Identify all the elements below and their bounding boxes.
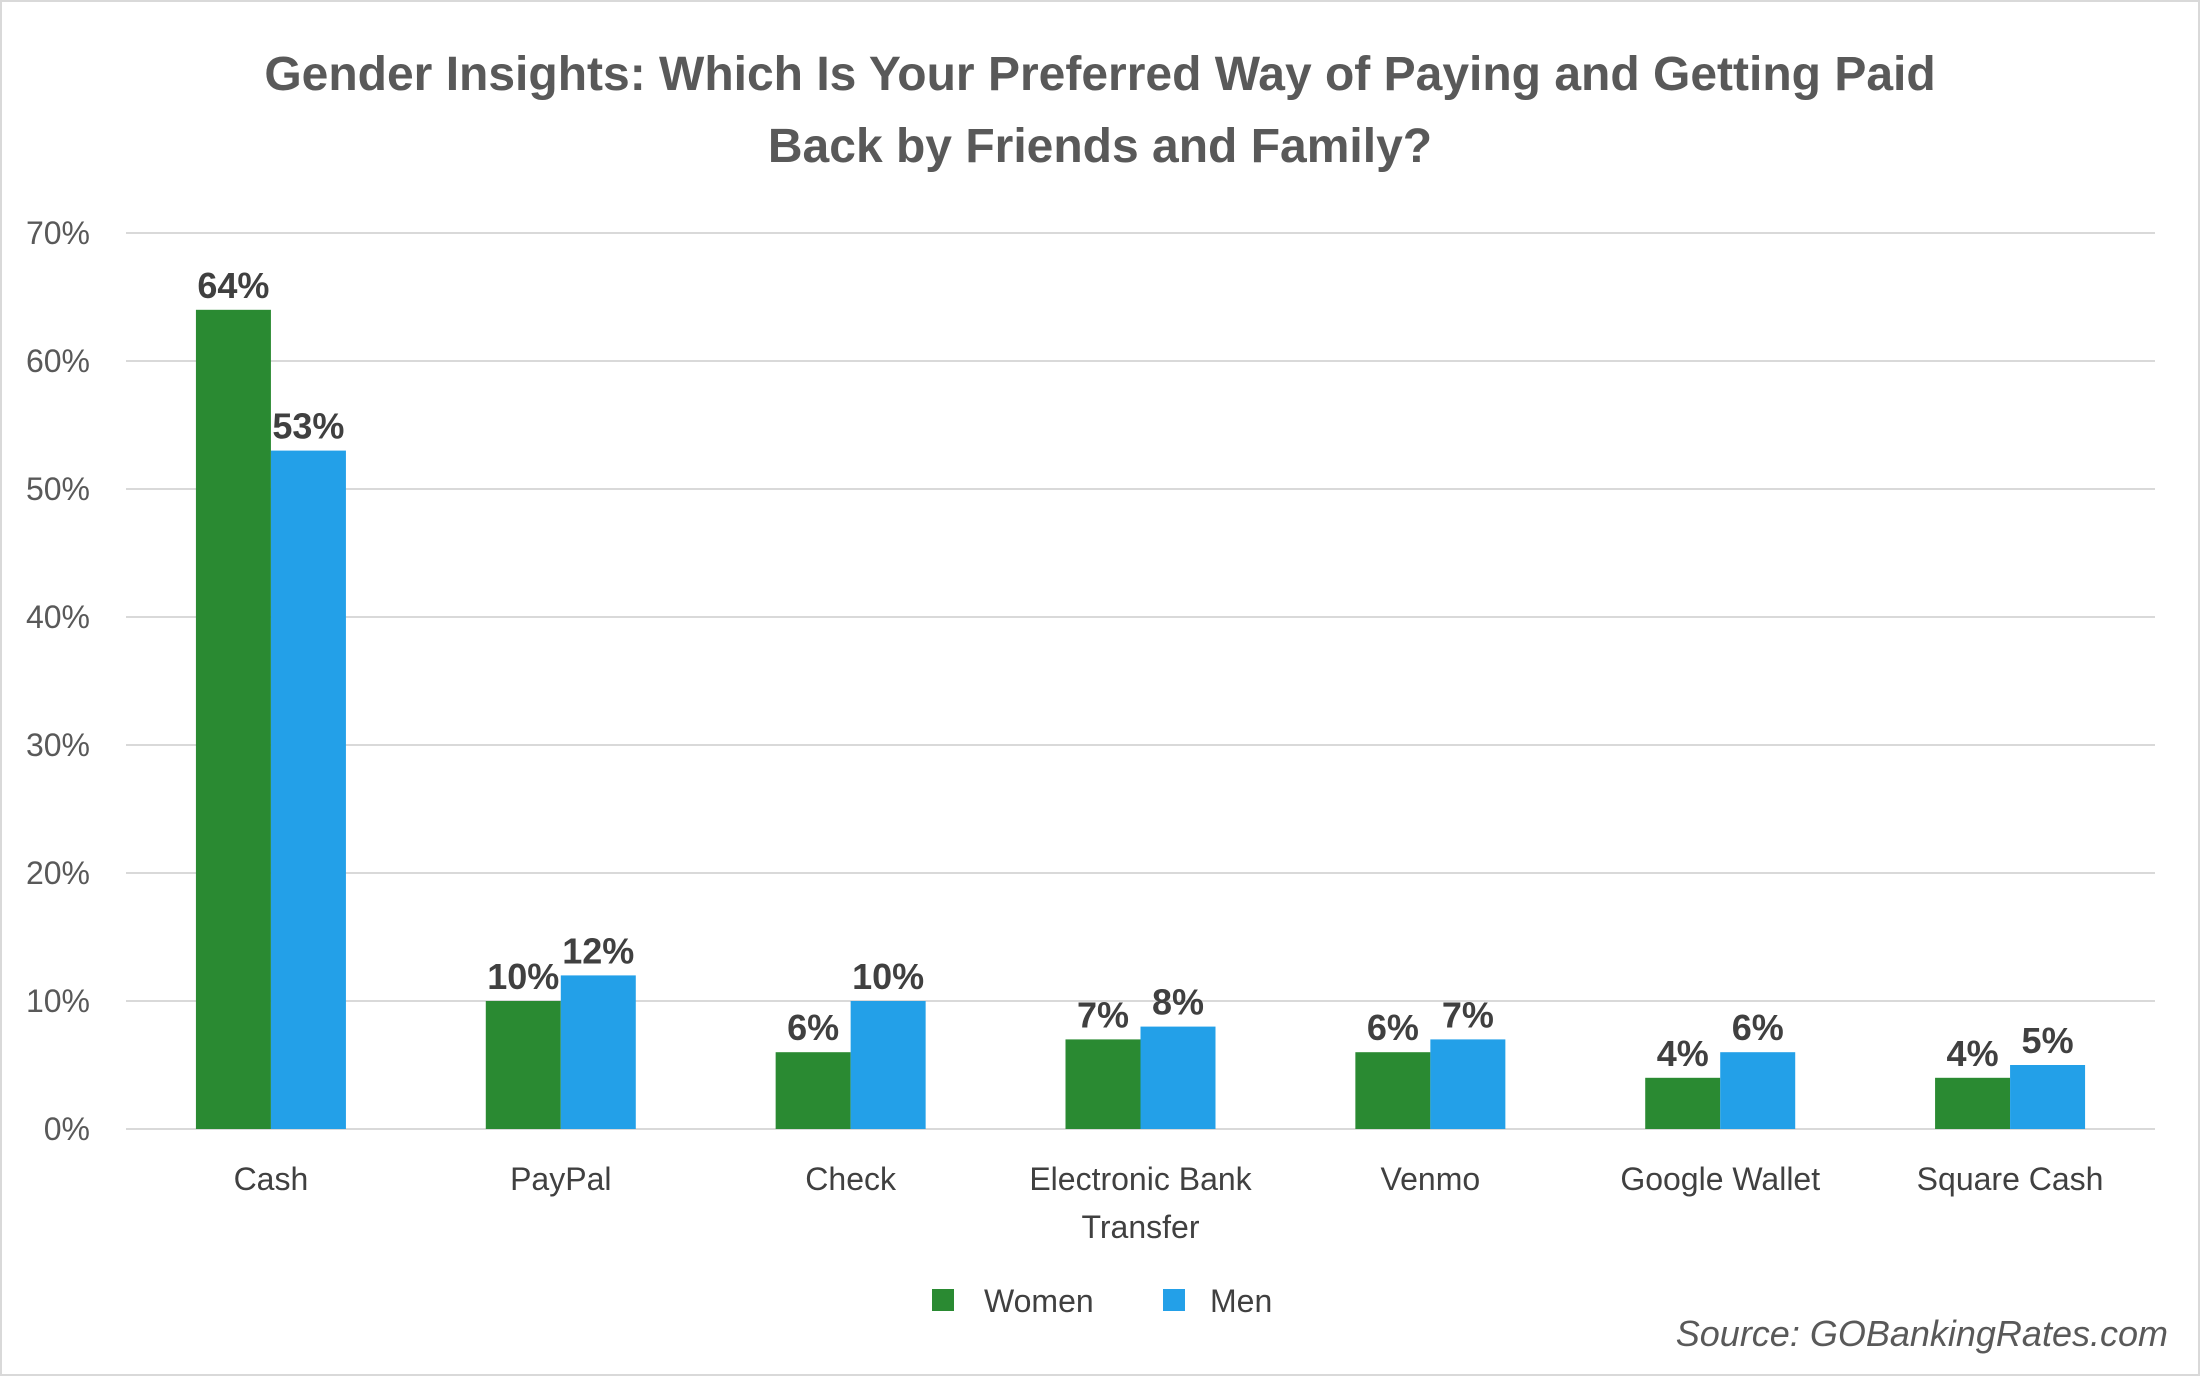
bar-men <box>270 450 346 1130</box>
bar-men <box>850 1001 926 1129</box>
y-tick-label: 50% <box>26 471 90 507</box>
y-tick-label: 20% <box>26 855 90 891</box>
data-label-men: 53% <box>272 406 344 447</box>
data-label-women: 7% <box>1077 994 1129 1035</box>
legend-label-men: Men <box>1210 1283 1272 1319</box>
y-tick-label: 60% <box>26 343 90 379</box>
data-label-women: 10% <box>487 956 559 997</box>
chart-title: Gender Insights: Which Is Your Preferred… <box>264 48 1935 173</box>
data-label-women: 6% <box>787 1007 839 1048</box>
chart-title-line: Gender Insights: Which Is Your Preferred… <box>264 48 1935 101</box>
x-category-label: Cash <box>234 1161 309 1197</box>
bar-men <box>1720 1052 1796 1129</box>
x-category-label: Venmo <box>1381 1161 1481 1197</box>
data-label-men: 7% <box>1442 994 1494 1035</box>
data-labels: 64%53%10%12%6%10%7% 8%6% 7%4%6%4% 5% <box>197 265 2073 1074</box>
bar-men <box>2010 1065 2086 1129</box>
bar-women <box>1355 1052 1431 1129</box>
y-tick-label: 30% <box>26 727 90 763</box>
y-axis-ticks: 0% 10% 20% 30% 40% 50% 60% 70% <box>26 215 90 1147</box>
bar-women <box>195 309 271 1129</box>
data-label-women: 4% <box>1947 1033 1999 1074</box>
y-tick-label: 10% <box>26 983 90 1019</box>
bar-men <box>1430 1039 1506 1129</box>
data-label-women: 64% <box>197 265 269 306</box>
y-tick-label: 0% <box>44 1111 90 1147</box>
y-tick-label: 40% <box>26 599 90 635</box>
data-label-men: 12% <box>562 930 634 971</box>
legend-label-women: Women <box>984 1283 1094 1319</box>
x-category-label: Google Wallet <box>1620 1161 1820 1197</box>
data-label-women: 6% <box>1367 1007 1419 1048</box>
bars <box>195 309 2086 1130</box>
legend-swatch-men <box>1163 1289 1185 1311</box>
legend: Women Men <box>932 1283 1272 1319</box>
x-category-label: Transfer <box>1082 1209 1200 1245</box>
bar-women <box>775 1052 851 1129</box>
bar-women <box>1645 1077 1721 1129</box>
data-label-men: 6% <box>1732 1007 1784 1048</box>
x-category-label: PayPal <box>510 1161 611 1197</box>
chart-title-line: Back by Friends and Family? <box>768 120 1432 173</box>
legend-swatch-women <box>932 1289 954 1311</box>
x-axis-categories: Cash PayPal Check Electronic Bank Transfer Ve… <box>234 1161 2104 1245</box>
source-note: Source: GOBankingRates.com <box>1676 1313 2168 1354</box>
x-category-label: Electronic Bank <box>1029 1161 1252 1197</box>
data-label-men: 5% <box>2022 1020 2074 1061</box>
bar-women <box>1065 1039 1141 1129</box>
x-category-label: Square Cash <box>1917 1161 2104 1197</box>
data-label-men: 8% <box>1152 982 1204 1023</box>
bar-women <box>1935 1077 2011 1129</box>
bar-men <box>1140 1026 1216 1129</box>
data-label-men: 10% <box>852 956 924 997</box>
bar-men <box>560 975 636 1129</box>
bar-women <box>485 1001 561 1129</box>
y-tick-label: 70% <box>26 215 90 251</box>
x-category-label: Check <box>805 1161 897 1197</box>
data-label-women: 4% <box>1657 1033 1709 1074</box>
gridlines <box>126 232 2155 1130</box>
